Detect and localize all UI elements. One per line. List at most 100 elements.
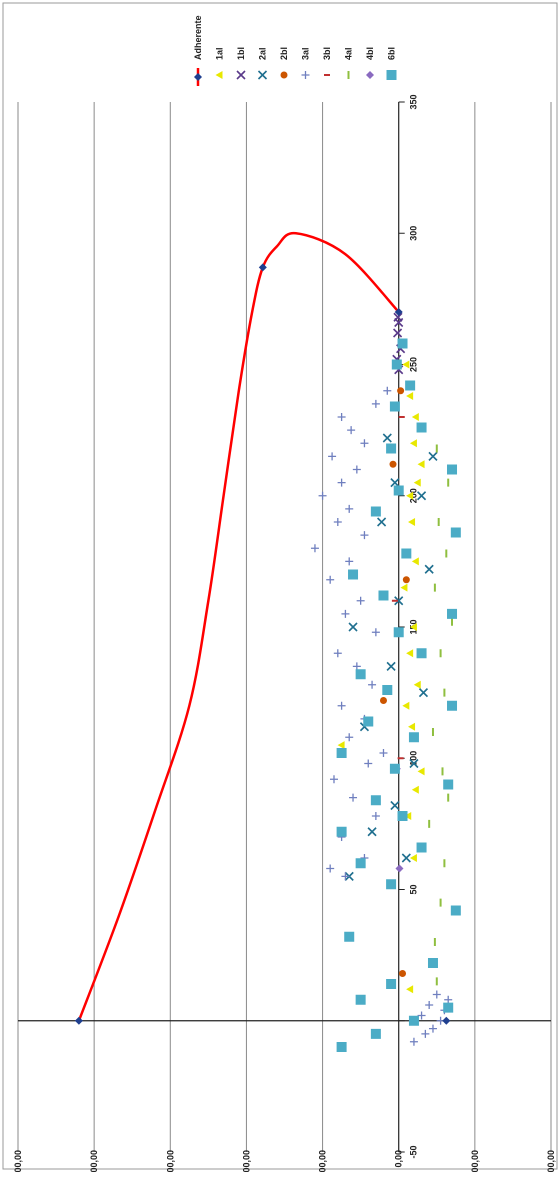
point-2al xyxy=(409,758,419,769)
y-tick-label: 200,00 xyxy=(318,1150,328,1172)
legend-label: 2bl xyxy=(279,47,289,60)
point-6bl xyxy=(344,931,355,942)
point-6bl xyxy=(391,359,402,370)
point-3al xyxy=(345,504,354,513)
point-6bl xyxy=(416,648,427,659)
point-3al xyxy=(345,733,354,742)
point-3al xyxy=(352,465,361,474)
point-3al xyxy=(352,662,361,671)
point-2al xyxy=(401,853,411,863)
point-3al xyxy=(371,628,380,637)
legend-marker-3al xyxy=(301,71,310,79)
point-6bl xyxy=(393,627,404,638)
point-6bl xyxy=(447,464,458,475)
point-1al xyxy=(408,722,416,731)
point-3al xyxy=(333,649,342,658)
point-6bl xyxy=(416,842,427,853)
point-6bl xyxy=(397,338,408,349)
point-2al xyxy=(382,433,392,443)
point-6bl xyxy=(336,1042,347,1052)
x-tick-label: 250 xyxy=(409,357,419,372)
point-3al xyxy=(347,426,356,435)
point-6bl xyxy=(408,1015,419,1026)
point-3al xyxy=(379,749,388,757)
point-6bl xyxy=(393,485,404,496)
point-3al xyxy=(368,680,377,689)
point-1al xyxy=(409,623,417,631)
point-3al xyxy=(364,759,373,768)
point-3al xyxy=(432,990,441,999)
point-3al xyxy=(326,864,335,873)
y-tick-label: 600,00 xyxy=(165,1150,175,1172)
point-2bl xyxy=(389,460,397,468)
point-3al xyxy=(337,701,346,710)
series-line-adherente xyxy=(77,231,400,1022)
point-adherente xyxy=(258,263,267,272)
point-3al xyxy=(383,386,392,395)
point-6bl xyxy=(443,779,454,790)
point-1al xyxy=(413,680,421,689)
point-2bl xyxy=(402,576,410,584)
legend-label: 3al xyxy=(301,47,311,60)
point-1al xyxy=(409,854,417,862)
y-tick-label: -400,00 xyxy=(546,1150,556,1172)
point-6bl xyxy=(416,422,427,433)
legend-marker-2al xyxy=(257,70,268,80)
legend-marker-1bl xyxy=(236,70,246,80)
point-1al xyxy=(408,518,416,526)
point-1al xyxy=(411,413,419,421)
x-tick-label: 300 xyxy=(409,226,419,241)
gridlines xyxy=(17,102,552,1152)
point-2al xyxy=(418,688,429,698)
legend-label: 1bl xyxy=(236,47,246,60)
point-2al xyxy=(424,564,434,574)
point-3al xyxy=(310,544,319,553)
point-4bl xyxy=(395,864,404,873)
legend-marker-1al xyxy=(215,71,223,79)
point-2bl xyxy=(399,970,407,977)
point-1al xyxy=(402,360,410,369)
point-1al xyxy=(404,812,412,820)
point-1al xyxy=(406,491,414,500)
point-2al xyxy=(386,661,396,671)
point-6bl xyxy=(405,380,416,391)
point-3al xyxy=(371,812,380,820)
point-6bl xyxy=(370,795,381,806)
legend-label: 6bl xyxy=(387,47,397,60)
point-6bl xyxy=(450,905,461,916)
legend-label: 2al xyxy=(258,47,268,60)
point-2al xyxy=(428,451,438,461)
point-2al xyxy=(377,517,387,527)
point-3al xyxy=(328,452,337,461)
point-3al xyxy=(356,596,365,605)
point-3al xyxy=(341,872,350,881)
point-1al xyxy=(411,557,419,566)
point-6bl xyxy=(443,1002,454,1013)
point-2bl xyxy=(397,387,405,395)
x-tick-label: -50 xyxy=(409,1145,419,1158)
point-6bl xyxy=(397,811,408,821)
data-points xyxy=(310,312,461,1052)
y-tick-label: 800,00 xyxy=(89,1150,99,1172)
point-6bl xyxy=(348,569,359,580)
adherente-curve xyxy=(74,231,451,1025)
point-1al xyxy=(413,478,421,487)
y-tick-label: -200,00 xyxy=(470,1150,480,1172)
point-1al xyxy=(337,741,345,750)
point-3al xyxy=(326,575,335,584)
point-1al xyxy=(406,649,414,658)
point-2al xyxy=(394,596,404,606)
point-2al xyxy=(416,491,427,501)
point-3al xyxy=(425,1001,434,1009)
point-3al xyxy=(337,413,346,421)
point-6bl xyxy=(389,401,400,412)
point-1al xyxy=(400,583,408,592)
point-6bl xyxy=(450,527,461,538)
point-6bl xyxy=(386,443,397,454)
point-6bl xyxy=(355,858,366,869)
point-3al xyxy=(349,793,358,802)
point-6bl xyxy=(447,608,458,619)
point-3al xyxy=(337,478,346,487)
